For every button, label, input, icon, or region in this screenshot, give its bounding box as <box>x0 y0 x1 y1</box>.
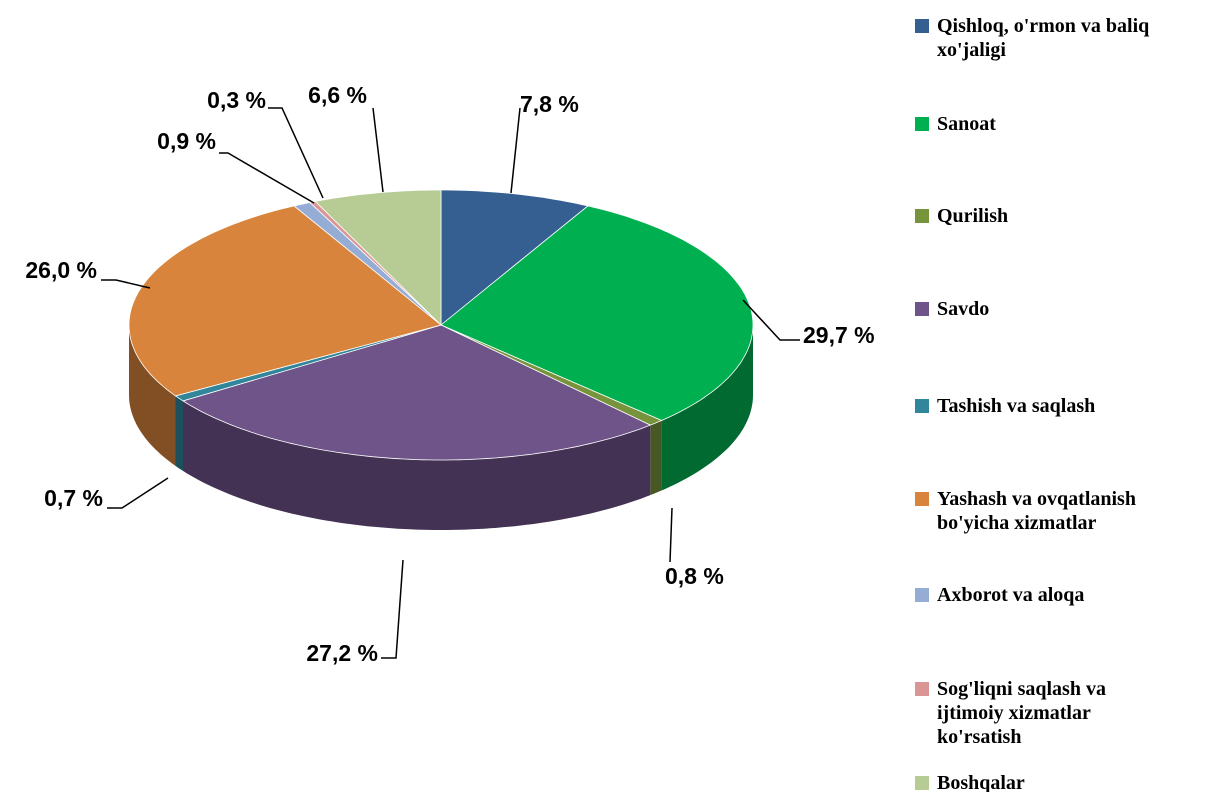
legend-swatch <box>915 399 929 413</box>
pie-slice <box>128 205 442 397</box>
data-label: 26,0 % <box>25 257 97 283</box>
legend-swatch <box>915 19 929 33</box>
legend-entry: Sanoat <box>915 112 1215 136</box>
legend-label: Sog'liqni saqlash va ijtimoiy xizmatlar … <box>937 678 1106 748</box>
pie-side <box>175 395 183 471</box>
legend-entry: Axborot va aloqa <box>915 583 1215 607</box>
legend-label: Savdo <box>937 298 990 320</box>
leader-line <box>372 107 384 193</box>
leader-line <box>381 559 404 659</box>
legend-label: Sanoat <box>937 113 996 135</box>
leader-line <box>669 507 673 563</box>
legend-entry: Qurilish <box>915 204 1215 228</box>
pie-side <box>661 325 753 491</box>
legend-swatch <box>915 302 929 316</box>
legend-entry: Sog'liqni saqlash va ijtimoiy xizmatlar … <box>915 677 1215 749</box>
pie-area: 7,8 % 29,7 % 0,8 % 27,2 % 0,7 % 26,0 % 0,9 % 0,… <box>25 82 875 666</box>
legend-entry: Qishloq, o'rmon va baliq xo'jaligi <box>915 14 1215 62</box>
pie-slice <box>440 189 589 326</box>
data-label: 7,8 % <box>520 91 579 117</box>
leader-line <box>219 152 315 204</box>
pie-side <box>129 325 176 466</box>
legend-entry: Savdo <box>915 297 1215 321</box>
legend-entry: Tashish va saqlash <box>915 394 1215 418</box>
data-label: 29,7 % <box>803 322 875 348</box>
legend-swatch <box>915 776 929 790</box>
pie-side <box>183 400 651 530</box>
leader-line <box>742 299 800 341</box>
legend-swatch <box>915 209 929 223</box>
legend-label: Qurilish <box>937 205 1009 227</box>
leader-line <box>268 107 324 199</box>
pie-slice <box>440 205 754 421</box>
pie-slice <box>182 324 652 461</box>
legend-swatch <box>915 492 929 506</box>
data-label: 0,9 % <box>157 128 216 154</box>
legend-entry: Yashash va ovqatlanish bo'yicha xizmatla… <box>915 487 1215 535</box>
legend-swatch <box>915 682 929 696</box>
leader-line <box>107 477 169 509</box>
data-label: 0,7 % <box>44 485 103 511</box>
pie-side <box>650 420 662 496</box>
legend-entry: Boshqalar <box>915 771 1215 792</box>
pie-slice <box>314 189 442 326</box>
data-label: 27,2 % <box>306 640 378 666</box>
data-label: 0,3 % <box>207 87 266 113</box>
legend-label: Boshqalar <box>937 772 1025 792</box>
leader-line <box>510 107 521 194</box>
legend-label: Yashash va ovqatlanish bo'yicha xizmatla… <box>937 488 1136 534</box>
legend-label: Qishloq, o'rmon va baliq xo'jaligi <box>937 15 1150 61</box>
legend-swatch <box>915 588 929 602</box>
data-label: 6,6 % <box>308 82 367 108</box>
legend-label: Tashish va saqlash <box>937 395 1096 417</box>
legend-swatch <box>915 117 929 131</box>
data-label: 0,8 % <box>665 563 724 589</box>
leader-line <box>101 279 151 289</box>
legend-label: Axborot va aloqa <box>937 584 1085 606</box>
